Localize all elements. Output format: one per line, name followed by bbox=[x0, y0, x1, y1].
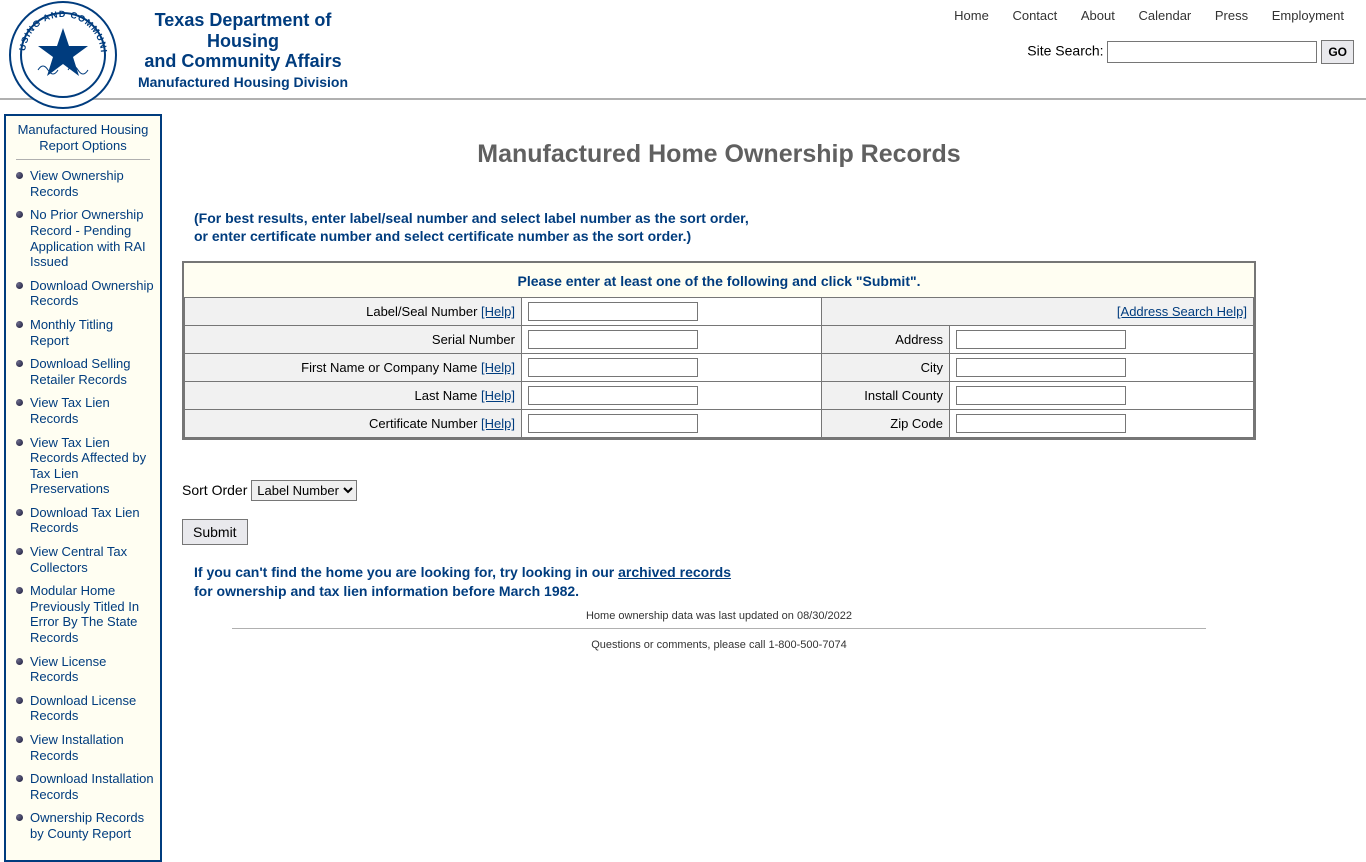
footer-last-updated: Home ownership data was last updated on … bbox=[182, 610, 1256, 622]
page-title: Manufactured Home Ownership Records bbox=[182, 140, 1256, 169]
search-label: Site Search: bbox=[1027, 43, 1103, 59]
sidebar-item-ownership-by-county[interactable]: Ownership Records by County Report bbox=[18, 810, 154, 849]
archive-text-pre: If you can't find the home you are looki… bbox=[194, 564, 618, 580]
certificate-help-link[interactable]: [Help] bbox=[481, 416, 515, 431]
label-seal-label: Label/Seal Number bbox=[366, 304, 477, 319]
instructions: (For best results, enter label/seal numb… bbox=[194, 209, 1256, 245]
main-content: Manufactured Home Ownership Records (For… bbox=[162, 100, 1366, 685]
sidebar-item-view-tax-lien[interactable]: View Tax Lien Records bbox=[18, 395, 154, 434]
header: HOUSING AND COMMUNITY Texas Department o… bbox=[0, 0, 1366, 100]
nav-press[interactable]: Press bbox=[1215, 8, 1248, 23]
last-name-input[interactable] bbox=[528, 386, 698, 405]
sidebar-item-download-installation[interactable]: Download Installation Records bbox=[18, 771, 154, 810]
first-company-help-link[interactable]: [Help] bbox=[481, 360, 515, 375]
sidebar-divider bbox=[16, 159, 150, 160]
division-name: Manufactured Housing Division bbox=[128, 74, 358, 90]
state-seal-icon: HOUSING AND COMMUNITY bbox=[8, 0, 118, 110]
dept-name-line2: and Community Affairs bbox=[128, 51, 358, 72]
label-seal-input[interactable] bbox=[528, 302, 698, 321]
serial-label: Serial Number bbox=[432, 332, 515, 347]
archived-records-link[interactable]: archived records bbox=[618, 564, 731, 580]
nav-home[interactable]: Home bbox=[954, 8, 989, 23]
sidebar-item-view-license[interactable]: View License Records bbox=[18, 654, 154, 693]
footer-divider bbox=[232, 628, 1206, 629]
form-table: Label/Seal Number [Help] [Address Search… bbox=[184, 297, 1254, 438]
sidebar-item-download-license[interactable]: Download License Records bbox=[18, 693, 154, 732]
sidebar-item-view-installation[interactable]: View Installation Records bbox=[18, 732, 154, 771]
sidebar-item-modular-home-error[interactable]: Modular Home Previously Titled In Error … bbox=[18, 583, 154, 653]
install-county-label: Install County bbox=[864, 388, 943, 403]
sidebar-item-view-tax-lien-preservations[interactable]: View Tax Lien Records Affected by Tax Li… bbox=[18, 435, 154, 505]
dept-name-line1: Texas Department of Housing bbox=[128, 10, 358, 51]
search-input[interactable] bbox=[1107, 41, 1317, 63]
last-name-help-link[interactable]: [Help] bbox=[481, 388, 515, 403]
city-label: City bbox=[921, 360, 943, 375]
nav-calendar[interactable]: Calendar bbox=[1139, 8, 1192, 23]
certificate-label: Certificate Number bbox=[369, 416, 477, 431]
address-label: Address bbox=[895, 332, 943, 347]
sidebar-item-no-prior-ownership[interactable]: No Prior Ownership Record - Pending Appl… bbox=[18, 207, 154, 277]
form-prompt: Please enter at least one of the followi… bbox=[184, 263, 1254, 297]
sidebar-item-view-ownership[interactable]: View Ownership Records bbox=[18, 168, 154, 207]
nav-about[interactable]: About bbox=[1081, 8, 1115, 23]
search-form: Please enter at least one of the followi… bbox=[182, 261, 1256, 440]
search-go-button[interactable]: GO bbox=[1321, 40, 1354, 64]
nav-employment[interactable]: Employment bbox=[1272, 8, 1344, 23]
sort-order-select[interactable]: Label Number bbox=[251, 480, 357, 501]
install-county-input[interactable] bbox=[956, 386, 1126, 405]
certificate-input[interactable] bbox=[528, 414, 698, 433]
nav-contact[interactable]: Contact bbox=[1012, 8, 1057, 23]
sidebar-list: View Ownership Records No Prior Ownershi… bbox=[10, 168, 156, 849]
address-input[interactable] bbox=[956, 330, 1126, 349]
city-input[interactable] bbox=[956, 358, 1126, 377]
serial-input[interactable] bbox=[528, 330, 698, 349]
zip-label: Zip Code bbox=[890, 416, 943, 431]
instructions-line2: or enter certificate number and select c… bbox=[194, 228, 691, 244]
instructions-line1: (For best results, enter label/seal numb… bbox=[194, 210, 749, 226]
top-nav: Home Contact About Calendar Press Employ… bbox=[944, 8, 1354, 23]
sort-order-label: Sort Order bbox=[182, 482, 247, 498]
dept-title-block: Texas Department of Housing and Communit… bbox=[128, 10, 358, 90]
footer-contact: Questions or comments, please call 1-800… bbox=[182, 639, 1256, 651]
zip-input[interactable] bbox=[956, 414, 1126, 433]
archive-note: If you can't find the home you are looki… bbox=[194, 563, 1256, 599]
archive-text-line2: for ownership and tax lien information b… bbox=[194, 583, 579, 599]
sidebar-heading: Manufactured Housing Report Options bbox=[10, 122, 156, 159]
submit-button[interactable]: Submit bbox=[182, 519, 248, 545]
sidebar-item-download-ownership[interactable]: Download Ownership Records bbox=[18, 278, 154, 317]
address-search-help-link[interactable]: [Address Search Help] bbox=[1117, 304, 1247, 319]
sidebar-item-view-central-tax-collectors[interactable]: View Central Tax Collectors bbox=[18, 544, 154, 583]
last-name-label: Last Name bbox=[415, 388, 478, 403]
sidebar-item-download-selling-retailer[interactable]: Download Selling Retailer Records bbox=[18, 356, 154, 395]
label-seal-help-link[interactable]: [Help] bbox=[481, 304, 515, 319]
sort-order-row: Sort Order Label Number bbox=[182, 480, 1256, 501]
sidebar-item-monthly-titling[interactable]: Monthly Titling Report bbox=[18, 317, 154, 356]
first-company-input[interactable] bbox=[528, 358, 698, 377]
site-search: Site Search: GO bbox=[1027, 40, 1354, 64]
sidebar-item-download-tax-lien[interactable]: Download Tax Lien Records bbox=[18, 505, 154, 544]
sidebar: Manufactured Housing Report Options View… bbox=[4, 114, 162, 862]
first-company-label: First Name or Company Name bbox=[301, 360, 477, 375]
